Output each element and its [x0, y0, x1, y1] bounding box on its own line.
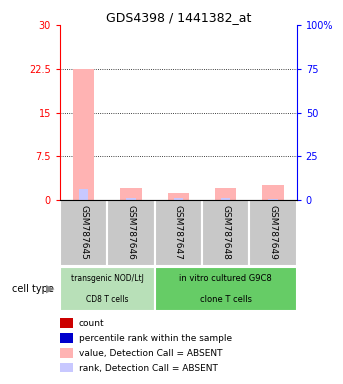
Text: CD8 T cells: CD8 T cells [86, 295, 129, 304]
Text: GSM787646: GSM787646 [127, 205, 135, 260]
Text: clone T cells: clone T cells [200, 295, 252, 304]
Bar [60, 363, 73, 373]
Bar [126, 198, 136, 200]
Text: GSM787648: GSM787648 [221, 205, 230, 260]
Text: rank, Detection Call = ABSENT: rank, Detection Call = ABSENT [79, 364, 218, 373]
Bar [174, 199, 183, 200]
Bar [221, 199, 230, 200]
Text: in vitro cultured G9C8: in vitro cultured G9C8 [179, 274, 272, 283]
Text: GSM787647: GSM787647 [174, 205, 183, 260]
Bar [155, 267, 297, 311]
Bar [107, 200, 155, 266]
Bar [73, 69, 94, 200]
Bar [168, 193, 189, 200]
Text: cell type: cell type [12, 284, 54, 294]
Bar [215, 188, 236, 200]
Bar [120, 189, 142, 200]
Text: transgenic NOD/LtJ: transgenic NOD/LtJ [71, 274, 144, 283]
Bar [60, 318, 73, 328]
Text: GSM787645: GSM787645 [79, 205, 88, 260]
Text: value, Detection Call = ABSENT: value, Detection Call = ABSENT [79, 349, 223, 358]
Bar [79, 189, 88, 200]
Bar [60, 348, 73, 358]
Text: GSM787649: GSM787649 [269, 205, 277, 260]
Text: percentile rank within the sample: percentile rank within the sample [79, 334, 232, 343]
Bar [249, 200, 297, 266]
Text: ▶: ▶ [46, 284, 54, 294]
Bar [60, 267, 155, 311]
Bar [60, 200, 107, 266]
Bar [202, 200, 249, 266]
Bar [155, 200, 202, 266]
Bar [262, 185, 284, 200]
Bar [268, 199, 278, 200]
Title: GDS4398 / 1441382_at: GDS4398 / 1441382_at [106, 11, 251, 24]
Bar [60, 333, 73, 343]
Text: count: count [79, 319, 105, 328]
